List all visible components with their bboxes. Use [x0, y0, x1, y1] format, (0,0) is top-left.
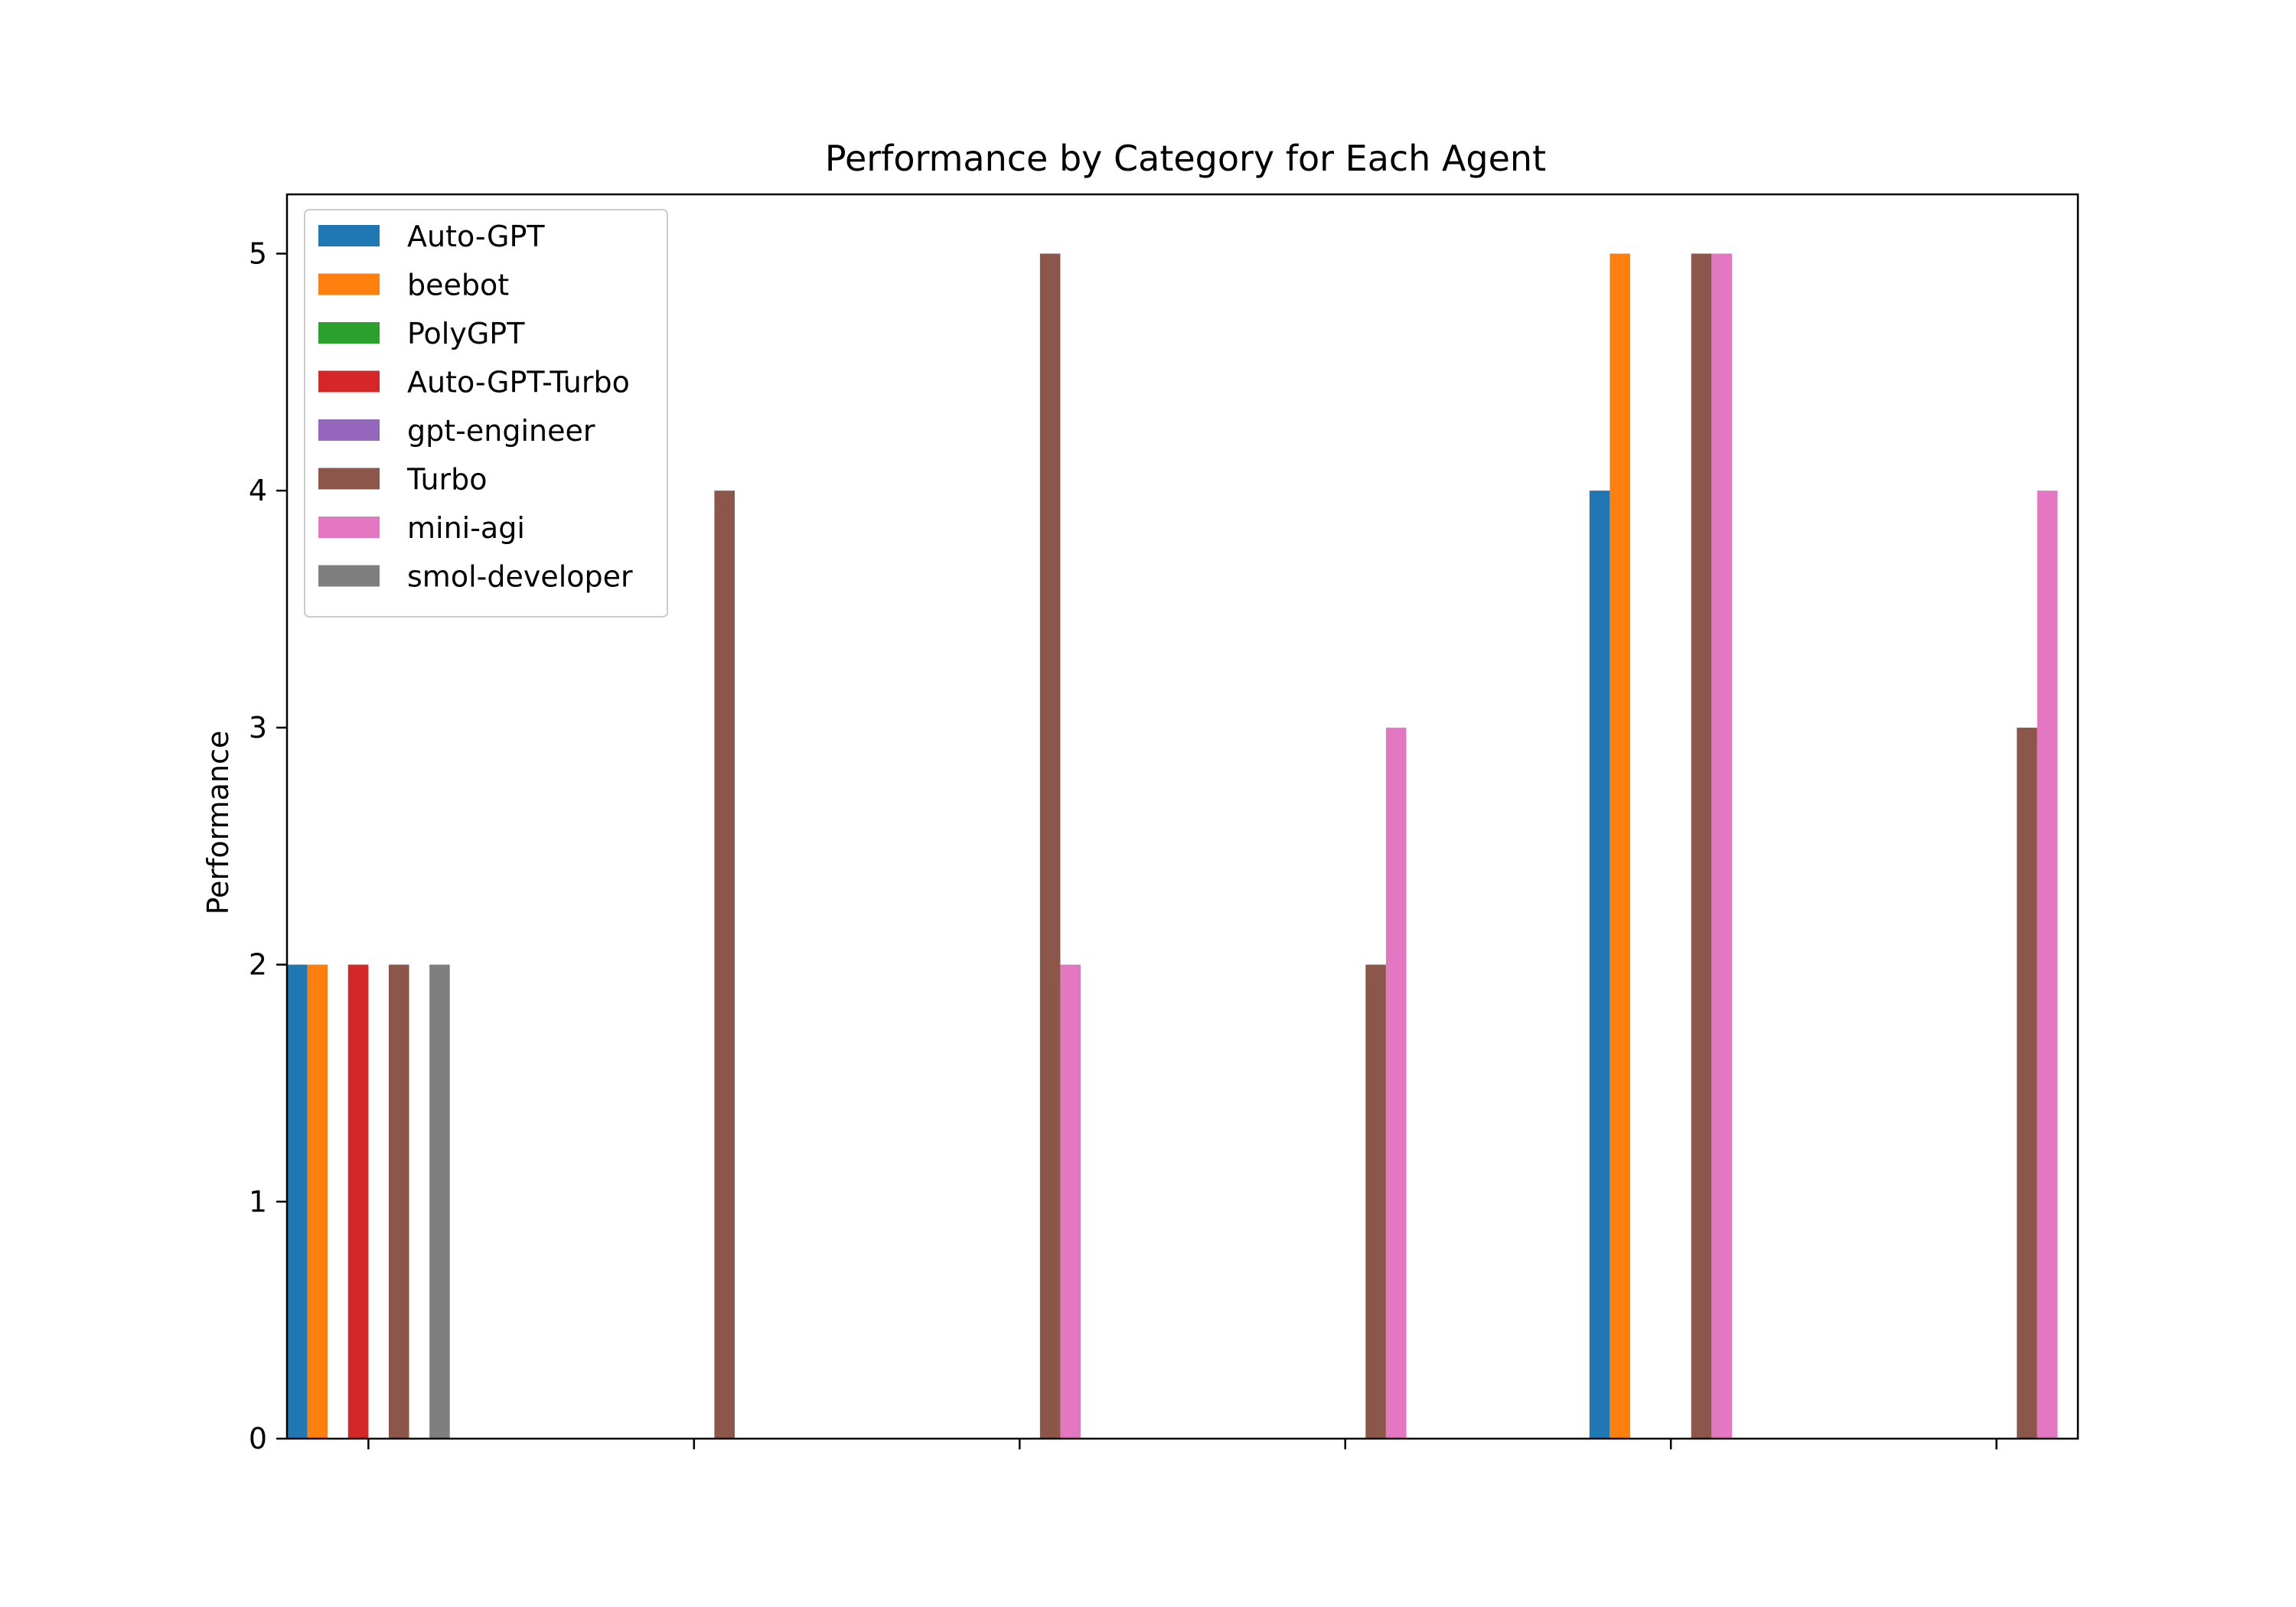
- legend-label: PolyGPT: [407, 317, 525, 350]
- y-tick-label: 4: [249, 474, 267, 507]
- plot-frame: [285, 193, 2079, 1440]
- y-tick-label: 0: [249, 1422, 267, 1455]
- legend-swatch: [318, 322, 380, 344]
- legend-swatch: [318, 273, 380, 295]
- legend-swatch: [318, 419, 380, 441]
- y-tick-label: 2: [249, 948, 267, 982]
- bars-layer: [287, 253, 2058, 1439]
- bar-turbo-content_gen: [388, 964, 409, 1439]
- bar-turbo-safety: [714, 491, 735, 1439]
- legend-box: [304, 209, 668, 618]
- legend-swatch: [318, 565, 380, 587]
- bar-beebot-content_gen: [307, 964, 328, 1439]
- bar-mini-agi-code: [1711, 253, 1732, 1439]
- legend-label: gpt-engineer: [407, 414, 595, 448]
- y-tick-label: 5: [249, 236, 267, 270]
- legend-swatch: [318, 517, 380, 538]
- bar-smol-developer-content_gen: [429, 964, 450, 1439]
- bar-beebot-code: [1609, 253, 1630, 1439]
- legend-swatch: [318, 370, 380, 393]
- bar-turbo-adaptability: [2017, 727, 2037, 1439]
- y-tick-label: 1: [249, 1185, 267, 1218]
- bar-turbo-retrieval: [1365, 964, 1386, 1439]
- legend-label: smol-developer: [407, 560, 633, 594]
- y-tick-label: 3: [249, 711, 267, 745]
- bar-auto-gpt-code: [1589, 491, 1610, 1439]
- axes-layer: 012345content_gensafetymemoryretrievalco…: [249, 193, 2079, 1455]
- bar-mini-agi-adaptability: [2037, 491, 2058, 1439]
- bar-mini-agi-retrieval: [1385, 727, 1407, 1439]
- bar-auto-gpt-turbo-content_gen: [347, 964, 369, 1439]
- bar-mini-agi-memory: [1060, 964, 1081, 1439]
- bar-auto-gpt-content_gen: [287, 964, 308, 1439]
- legend-label: Auto-GPT: [407, 220, 545, 253]
- legend-label: Auto-GPT-Turbo: [407, 366, 630, 399]
- bar-turbo-code: [1691, 253, 1712, 1439]
- legend-swatch: [318, 468, 380, 490]
- legend: Auto-GPT beebot PolyGPT Auto-GPT-Turbo gpt-e…: [304, 209, 668, 618]
- y-axis-label: Performance: [201, 731, 235, 915]
- legend-label: mini-agi: [407, 511, 525, 545]
- legend-label: beebot: [407, 269, 509, 302]
- legend-label: Turbo: [406, 463, 488, 497]
- bar-turbo-memory: [1039, 253, 1061, 1439]
- legend-swatch: [318, 225, 380, 246]
- chart-title: Performance by Category for Each Agent: [825, 138, 1546, 179]
